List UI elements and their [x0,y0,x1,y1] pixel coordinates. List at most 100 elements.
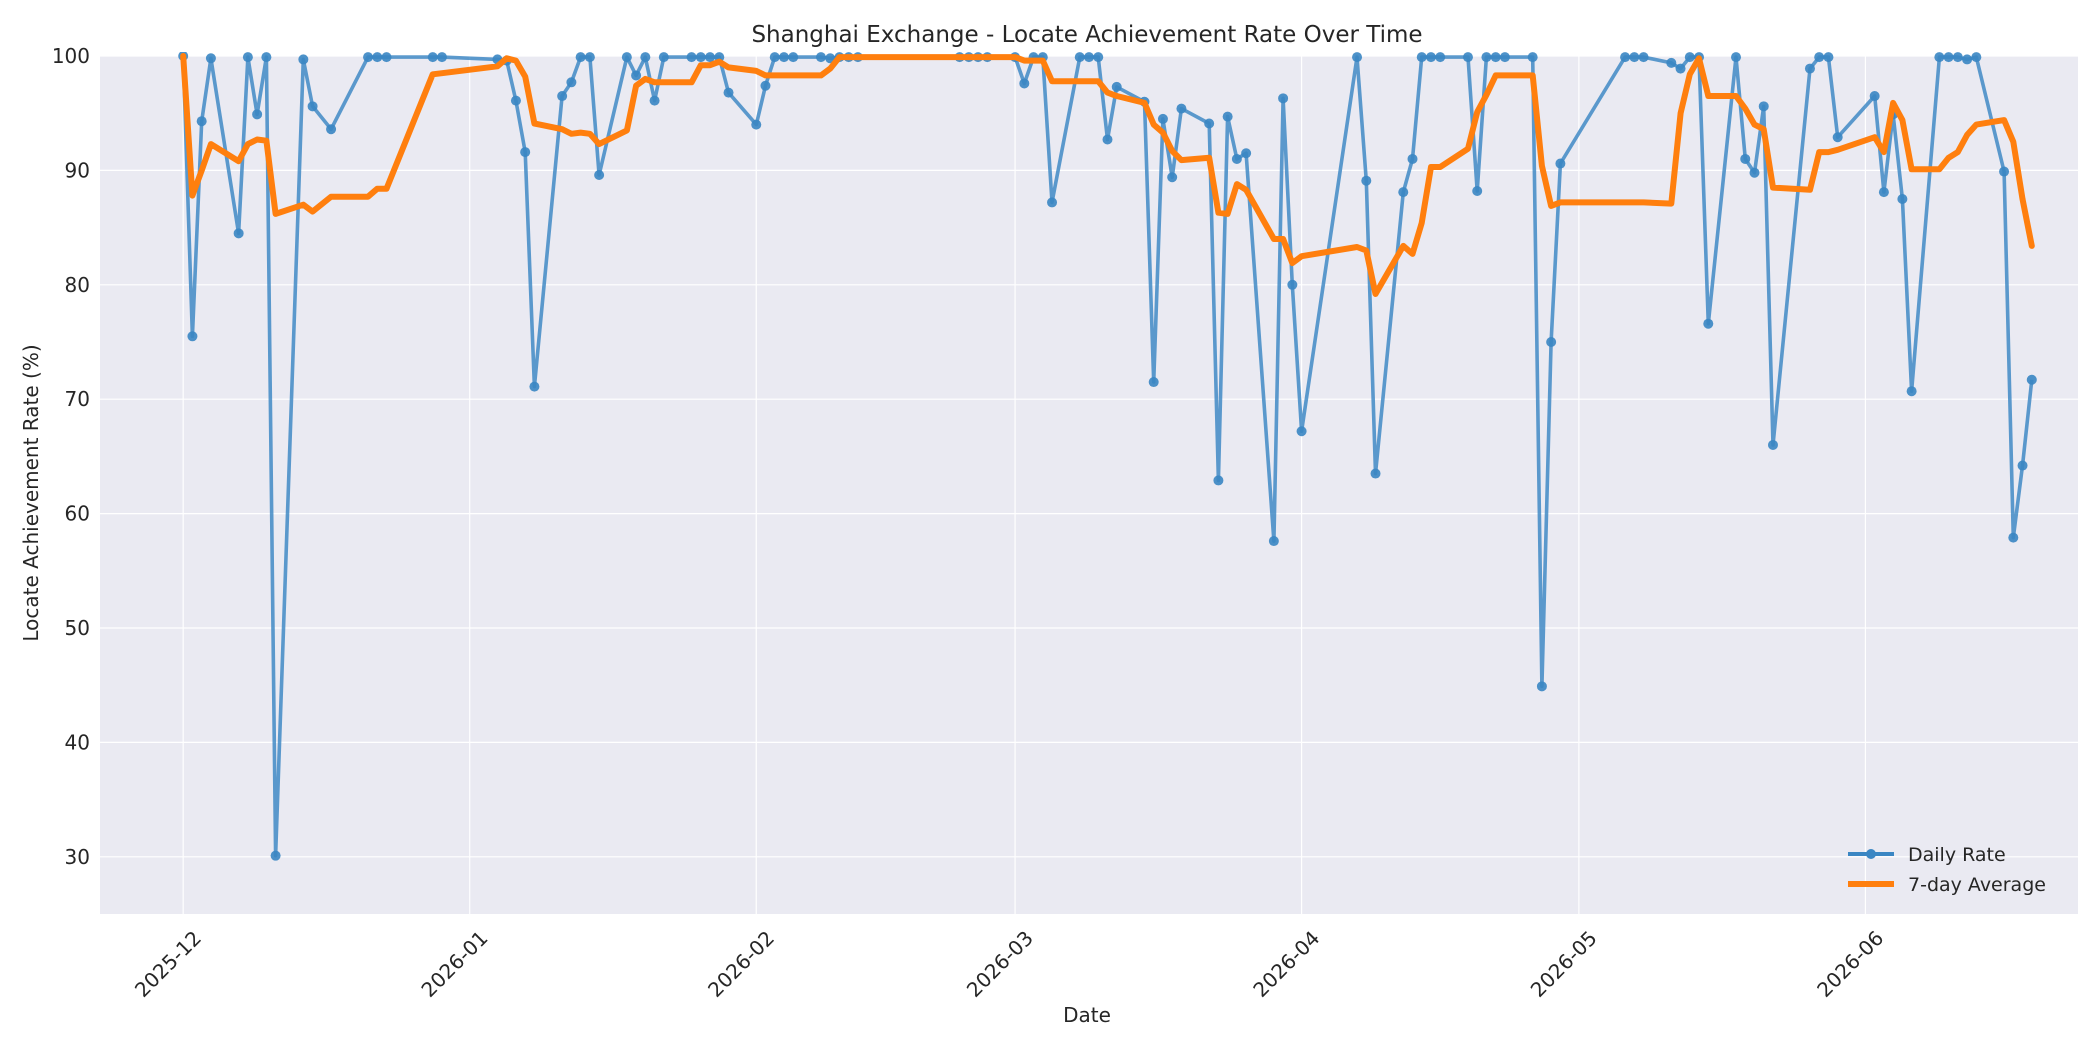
daily-rate-point [1897,194,1908,204]
daily-rate-point [631,70,642,81]
daily-rate-point [584,52,595,63]
daily-rate-point [1176,103,1187,114]
daily-rate-point [298,54,309,65]
daily-rate-point [1416,52,1427,63]
daily-rate-point [1241,148,1252,159]
daily-rate-point [233,228,244,239]
daily-rate-point [1878,187,1889,198]
daily-rate-point [520,147,531,158]
daily-rate-point [566,77,577,88]
x-axis-label: Date [1063,1003,1111,1027]
y-tick-label: 60 [65,502,90,526]
daily-rate-point [788,52,799,63]
daily-rate-point [705,52,716,63]
y-axis-label: Locate Achievement Rate (%) [19,344,43,641]
x-tick-label: 2026-06 [1812,926,1888,1002]
daily-rate-point [1435,52,1446,63]
daily-rate-point [372,52,383,63]
daily-rate-point [1296,426,1307,437]
daily-rate-point [196,116,207,127]
daily-rate-point [1231,153,1242,164]
daily-rate-point [1804,63,1815,74]
daily-rate-point [769,52,780,63]
daily-rate-point [686,52,697,63]
daily-rate-point [1370,468,1381,479]
daily-rate-point [815,52,826,63]
grid [100,55,2078,914]
y-tick-label: 30 [65,845,90,869]
daily-rate-point [760,80,771,91]
daily-rate-point [252,109,263,120]
daily-rate-point [1204,118,1215,129]
daily-rate-point [1352,52,1363,63]
daily-rate-point [307,101,318,112]
x-tick-label: 2026-02 [703,926,779,1002]
daily-rate-point [381,52,392,63]
y-tick-label: 90 [65,158,90,182]
daily-rate-point [510,95,521,106]
daily-rate-point [2008,532,2019,543]
daily-rate-point [270,850,281,861]
daily-rate-point [1620,52,1631,63]
daily-rate-point [1971,52,1982,63]
daily-rate-point [621,52,632,63]
daily-rate-point [1638,52,1649,63]
daily-rate-point [1093,52,1104,63]
daily-rate-point [1148,377,1159,388]
daily-rate-point [1157,113,1168,124]
series-7-day-average [180,53,2035,297]
plot-area [100,56,2078,914]
daily-rate-point [1398,187,1409,198]
daily-rate-point [695,52,706,63]
daily-rate-point [436,52,447,63]
daily-rate-point [529,381,540,392]
daily-rate-point [1472,185,1483,196]
daily-rate-point [1407,153,1418,164]
daily-rate-point [2017,460,2028,471]
daily-rate-point [1703,318,1714,329]
daily-rate-point [1462,52,1473,63]
daily-rate-point [1222,111,1233,122]
x-tick-label: 2026-03 [962,926,1038,1002]
daily-rate-point [1684,52,1695,63]
daily-rate-point [1546,337,1557,347]
daily-rate-point [1869,91,1880,102]
daily-rate-point [1278,93,1289,104]
daily-rate-point [1102,134,1113,145]
daily-rate-point [1361,175,1372,186]
y-tick-label: 40 [65,730,90,754]
daily-rate-point [1490,52,1501,63]
daily-rate-point [575,52,586,63]
daily-rate-point [640,52,651,63]
daily-rate-point [1906,386,1917,397]
daily-rate-point [1555,158,1566,169]
daily-rate-point [205,53,216,64]
daily-rate-point [1943,52,1954,63]
daily-rate-point [1758,101,1769,112]
daily-rate-point [649,95,660,106]
y-tick-label: 70 [65,387,90,411]
daily-rate-point [594,169,605,180]
daily-rate-point [261,52,272,63]
y-tick-label: 50 [65,616,90,640]
daily-rate-point [363,52,374,63]
daily-rate-point [1629,52,1640,63]
daily-rate-point [1675,63,1686,74]
average-line [180,53,2035,297]
daily-rate-point [1074,52,1085,63]
daily-rate-point [427,52,438,63]
y-tick-label: 80 [65,273,90,297]
y-tick-label: 100 [52,44,90,68]
daily-rate-point [1666,57,1677,68]
daily-rate-point [1740,153,1751,164]
daily-rate-point [1999,166,2010,177]
daily-rate-point [242,52,253,63]
daily-rate-point [1019,78,1030,89]
daily-rate-point [1268,536,1279,547]
daily-rate-point [1167,172,1178,183]
daily-rate-point [1731,52,1742,63]
legend-daily-rate-marker [1866,849,1876,859]
x-tick-label: 2026-05 [1526,926,1602,1002]
